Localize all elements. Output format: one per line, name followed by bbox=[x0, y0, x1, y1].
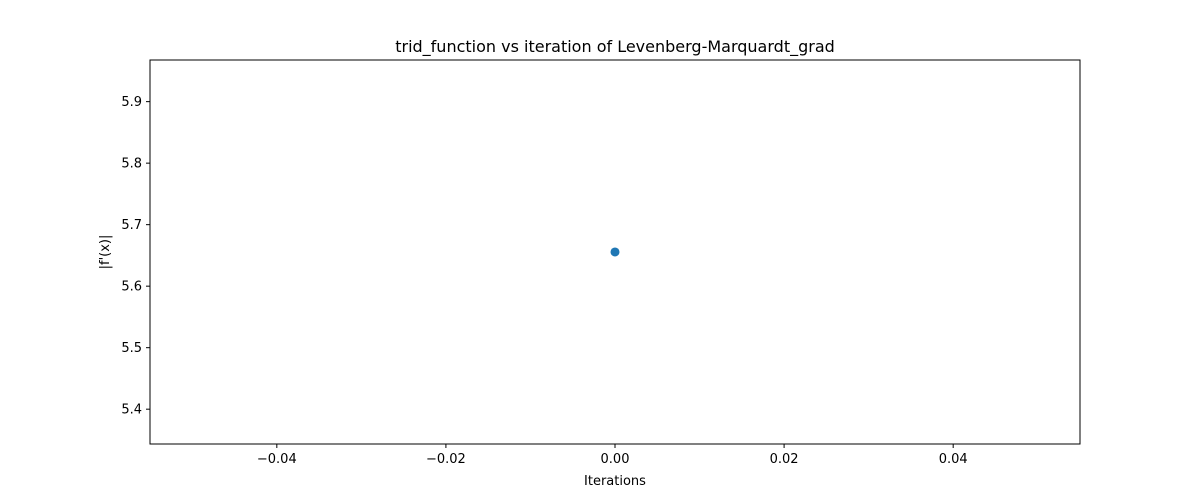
x-axis-ticks: −0.04 −0.02 0.00 0.02 0.04 bbox=[257, 444, 968, 467]
y-tick-label: 5.8 bbox=[121, 157, 142, 172]
x-tick-label: 0.04 bbox=[939, 452, 968, 467]
data-points bbox=[610, 247, 620, 257]
y-axis-label: |f'(x)| bbox=[98, 235, 113, 270]
y-tick-label: 5.5 bbox=[121, 341, 142, 356]
y-axis-ticks: 5.4 5.5 5.6 5.7 5.8 5.9 bbox=[121, 95, 150, 418]
x-tick-label: 0.02 bbox=[770, 452, 799, 467]
y-tick-label: 5.4 bbox=[121, 403, 142, 418]
x-tick-label: −0.02 bbox=[426, 452, 466, 467]
y-tick-label: 5.9 bbox=[121, 95, 142, 110]
y-tick-label: 5.6 bbox=[121, 280, 142, 295]
x-tick-label: −0.04 bbox=[257, 452, 297, 467]
x-axis-label: Iterations bbox=[584, 474, 646, 489]
data-point bbox=[610, 247, 620, 257]
x-tick-label: 0.00 bbox=[601, 452, 630, 467]
chart-title: trid_function vs iteration of Levenberg-… bbox=[395, 37, 835, 57]
y-tick-label: 5.7 bbox=[121, 218, 142, 233]
